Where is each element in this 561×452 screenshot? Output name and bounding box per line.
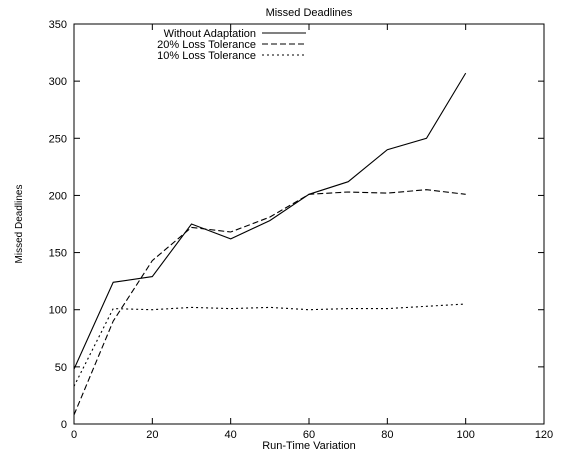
x-tick-label: 80 [381,429,393,441]
legend-label: 20% Loss Tolerance [157,39,256,51]
x-tick-label: 100 [456,429,474,441]
legend-label: 10% Loss Tolerance [157,50,256,62]
x-tick-label: 60 [303,429,315,441]
x-tick-label: 20 [146,429,158,441]
y-tick-label: 100 [49,305,67,317]
y-tick-label: 0 [61,419,67,431]
series-line-1 [73,72,467,370]
x-tick-label: 0 [71,429,77,441]
x-tick-label: 120 [535,429,553,441]
chart-title: Missed Deadlines [266,7,353,19]
y-tick-label: 300 [49,76,67,88]
legend-label: Without Adaptation [164,28,256,40]
series-line-2 [73,189,466,416]
y-tick-label: 200 [49,190,67,202]
y-tick-label: 50 [55,362,67,374]
x-axis-title: Run-Time Variation [262,440,356,452]
plot-frame [73,23,545,425]
y-tick-label: 250 [49,133,67,145]
y-axis-title: Missed Deadlines [14,185,25,264]
axis-tick-labels: 0 20 40 60 80 100 120 0 50 100 150 200 250 300 350 [49,19,554,441]
series-lines [73,72,467,416]
y-tick-label: 350 [49,19,67,31]
x-tick-label: 40 [225,429,237,441]
y-tick-label: 150 [49,248,67,260]
series-line-3 [73,303,466,387]
axis-ticks [73,23,545,425]
